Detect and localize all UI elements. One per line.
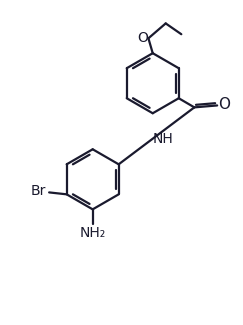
Text: O: O	[137, 31, 148, 45]
Text: NH₂: NH₂	[79, 227, 106, 240]
Text: O: O	[218, 97, 230, 112]
Text: NH: NH	[153, 132, 173, 146]
Text: Br: Br	[30, 185, 45, 199]
